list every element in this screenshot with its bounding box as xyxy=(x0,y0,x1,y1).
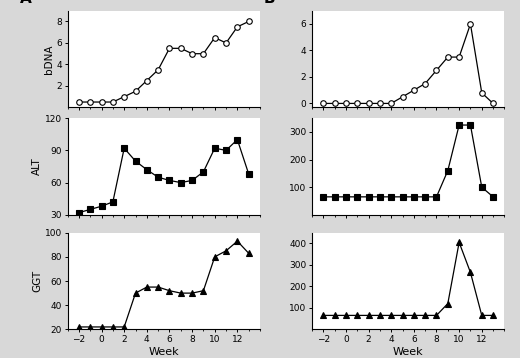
X-axis label: Week: Week xyxy=(149,347,179,357)
Text: B: B xyxy=(264,0,276,6)
Text: A: A xyxy=(20,0,31,6)
X-axis label: Week: Week xyxy=(393,347,423,357)
Y-axis label: bDNA: bDNA xyxy=(44,44,54,74)
Y-axis label: GGT: GGT xyxy=(32,270,42,292)
Y-axis label: ALT: ALT xyxy=(32,158,42,175)
